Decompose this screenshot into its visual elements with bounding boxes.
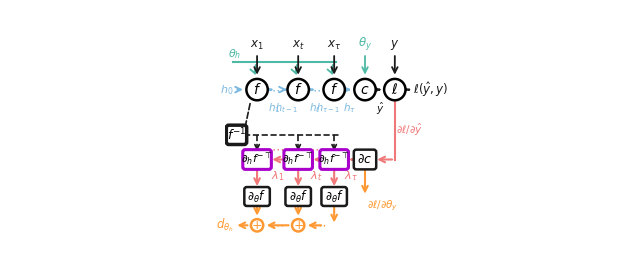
Text: $\ell(\hat{y},y)$: $\ell(\hat{y},y)$ (413, 80, 449, 99)
FancyBboxPatch shape (227, 125, 246, 144)
Text: $h_{t-1}$: $h_{t-1}$ (275, 101, 298, 115)
Text: $\partial_\theta f$: $\partial_\theta f$ (324, 189, 344, 205)
Text: $\cdots$: $\cdots$ (271, 142, 284, 155)
Circle shape (323, 79, 345, 100)
Text: $f^{-1}$: $f^{-1}$ (227, 127, 246, 143)
Text: $f$: $f$ (294, 82, 303, 97)
Text: $\partial_h f^{-\top}$: $\partial_h f^{-\top}$ (282, 152, 314, 167)
FancyBboxPatch shape (284, 150, 312, 169)
Circle shape (251, 219, 263, 231)
Circle shape (355, 79, 376, 100)
Circle shape (384, 79, 406, 100)
Circle shape (246, 79, 268, 100)
Text: $h_0$: $h_0$ (220, 83, 234, 96)
Text: $\cdots$: $\cdots$ (271, 219, 284, 232)
Circle shape (292, 219, 305, 231)
Text: $\partial_\theta f$: $\partial_\theta f$ (289, 189, 308, 205)
Text: $\partial\ell/\partial\hat{y}$: $\partial\ell/\partial\hat{y}$ (396, 122, 423, 138)
Text: $f$: $f$ (253, 82, 261, 97)
Text: $\partial_\theta f$: $\partial_\theta f$ (248, 189, 267, 205)
FancyBboxPatch shape (320, 150, 348, 169)
Text: $\theta_y$: $\theta_y$ (358, 35, 372, 52)
Text: $\lambda_t$: $\lambda_t$ (310, 169, 323, 183)
Text: $x_t$: $x_t$ (292, 39, 305, 52)
FancyBboxPatch shape (285, 187, 311, 206)
Text: $x_1$: $x_1$ (250, 39, 264, 52)
Text: $h_\tau$: $h_\tau$ (343, 101, 356, 115)
Text: $\partial c$: $\partial c$ (357, 153, 372, 166)
Text: $\cdots$: $\cdots$ (271, 83, 284, 96)
Text: $f$: $f$ (330, 82, 339, 97)
Text: $\theta_h$: $\theta_h$ (228, 48, 241, 61)
Text: $\lambda_1$: $\lambda_1$ (271, 169, 284, 183)
Text: $\lambda_\tau$: $\lambda_\tau$ (344, 169, 358, 183)
Text: $+$: $+$ (252, 219, 262, 232)
Text: $h_t$: $h_t$ (309, 101, 321, 115)
Text: $c$: $c$ (360, 83, 370, 97)
Text: $\partial_h f^{-\top}$: $\partial_h f^{-\top}$ (241, 152, 273, 167)
FancyBboxPatch shape (354, 150, 376, 169)
Text: $+$: $+$ (292, 219, 304, 232)
Text: $d_{\theta_h}$: $d_{\theta_h}$ (216, 217, 234, 234)
Text: $\ell$: $\ell$ (391, 82, 398, 97)
FancyBboxPatch shape (243, 150, 271, 169)
Text: $\cdots$: $\cdots$ (313, 219, 326, 232)
FancyBboxPatch shape (321, 187, 347, 206)
Text: $\cdots$: $\cdots$ (310, 142, 323, 155)
Text: $\hat{y}$: $\hat{y}$ (376, 101, 384, 117)
Text: $\partial\ell/\partial\theta_y$: $\partial\ell/\partial\theta_y$ (367, 199, 398, 213)
Text: $h_{\tau-1}$: $h_{\tau-1}$ (316, 101, 340, 115)
Text: $\partial_h f^{-\top}$: $\partial_h f^{-\top}$ (318, 152, 350, 167)
Text: $x_\tau$: $x_\tau$ (327, 39, 341, 52)
Text: $\cdots$: $\cdots$ (312, 83, 325, 96)
Text: $h_1$: $h_1$ (268, 101, 280, 115)
FancyBboxPatch shape (244, 187, 270, 206)
Circle shape (287, 79, 309, 100)
Text: $y$: $y$ (390, 38, 399, 52)
